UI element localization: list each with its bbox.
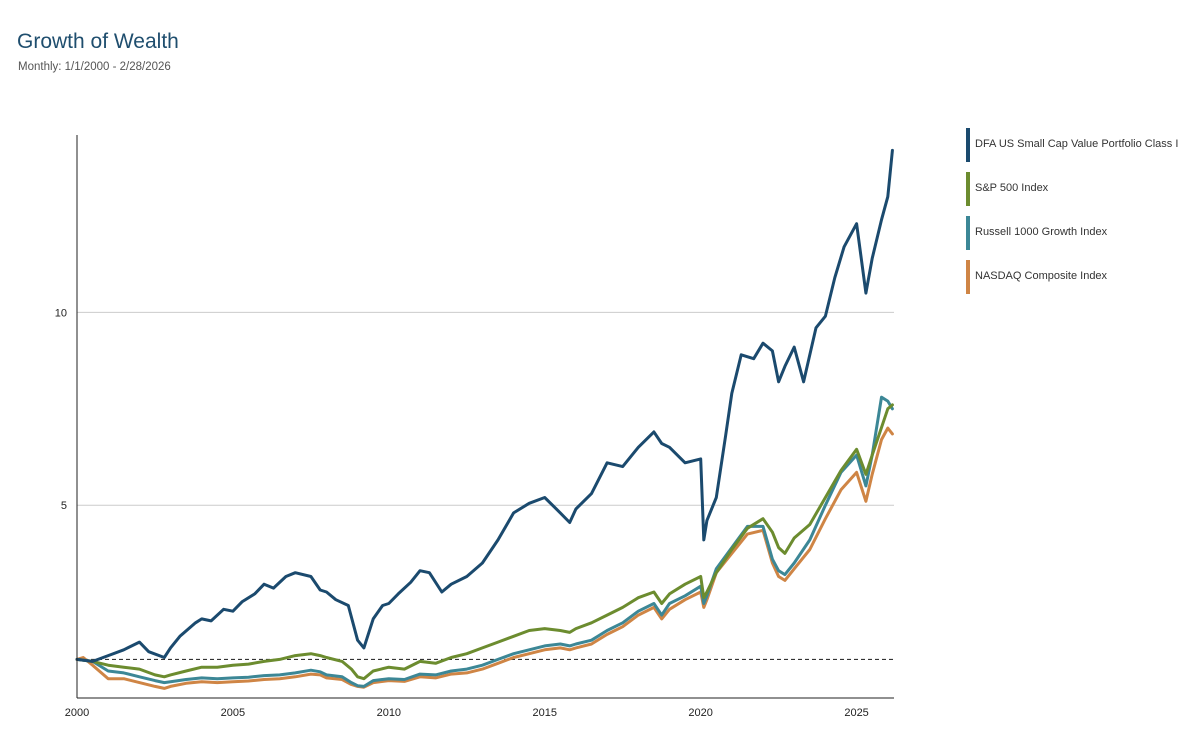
grid-layer (77, 311, 894, 506)
legend-item: NASDAQ Composite Index (966, 260, 1196, 294)
chart-title: Growth of Wealth (17, 30, 179, 53)
x-tick-label: 2015 (533, 707, 557, 719)
legend-swatch (966, 128, 970, 162)
x-tick-label: 2025 (844, 707, 868, 719)
y-tick-label: 5 (61, 500, 67, 512)
legend-label: DFA US Small Cap Value Portfolio Class I (975, 138, 1179, 150)
legend-item: Russell 1000 Growth Index (966, 216, 1196, 250)
x-tick-label: 2000 (65, 707, 89, 719)
legend-label: NASDAQ Composite Index (975, 270, 1108, 282)
legend-item: DFA US Small Cap Value Portfolio Class I (966, 128, 1196, 162)
legend-label: S&P 500 Index (975, 182, 1049, 194)
series-line-nasdaq-composite-index (75, 426, 894, 690)
tick-layer: 5 10 2000 2005 2010 2015 2020 2025 (55, 307, 869, 719)
series-line-s-p-500-index (75, 403, 894, 681)
x-tick-label: 2020 (688, 707, 712, 719)
series-line-dfa-us-small-cap-value-portfolio-class-i (75, 148, 894, 663)
x-tick-label: 2010 (377, 707, 401, 719)
growth-chart: 5 10 2000 2005 2010 2015 2020 2025 (55, 135, 894, 719)
legend-item: S&P 500 Index (966, 172, 1196, 206)
x-tick-label: 2005 (221, 707, 245, 719)
chart-subtitle: Monthly: 1/1/2000 - 2/28/2026 (18, 61, 171, 73)
legend-swatch (966, 216, 970, 250)
series-layer (75, 148, 894, 690)
y-tick-label: 10 (55, 307, 67, 319)
series-line-russell-1000-growth-index (75, 395, 894, 688)
legend-swatch (966, 172, 970, 206)
legend-swatch (966, 260, 970, 294)
chart-legend: DFA US Small Cap Value Portfolio Class I… (966, 128, 1196, 304)
axis-layer (76, 135, 894, 699)
legend-label: Russell 1000 Growth Index (975, 226, 1108, 238)
